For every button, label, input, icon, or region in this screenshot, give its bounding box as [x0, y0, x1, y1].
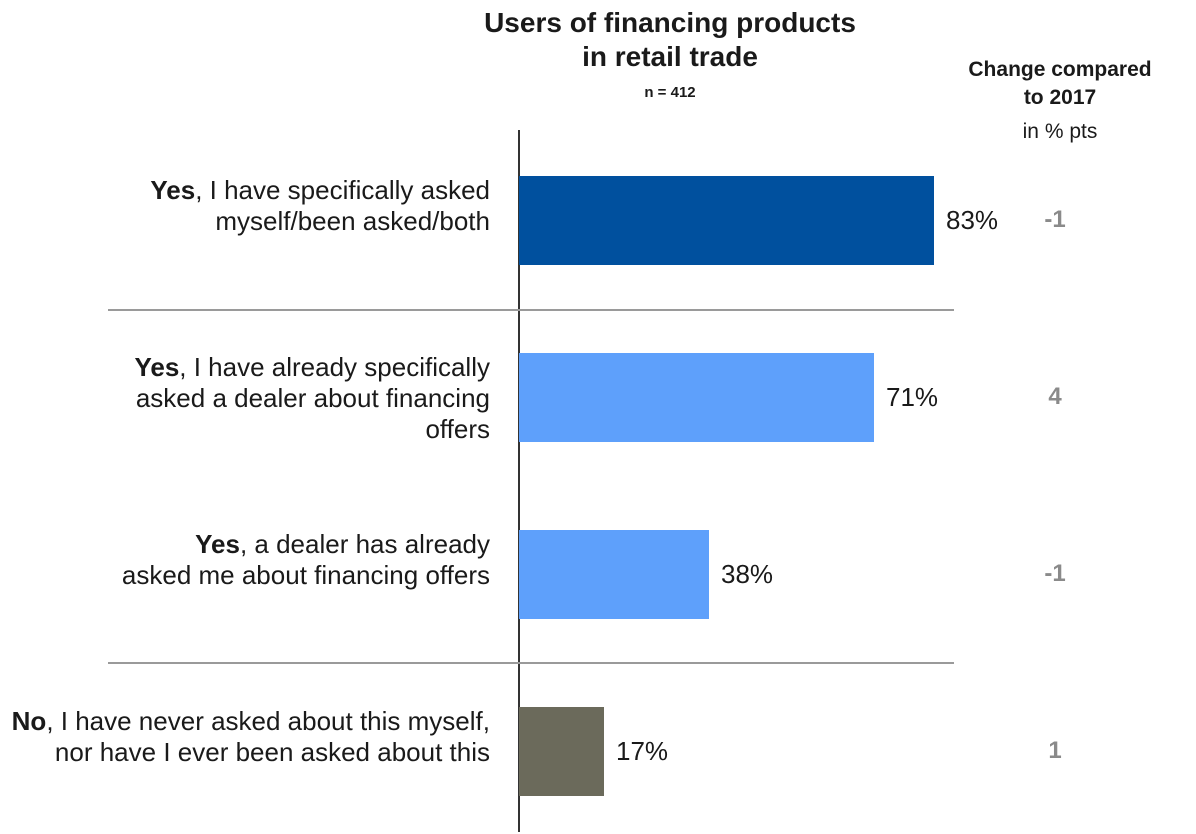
category-label-bold-4: No [11, 705, 47, 736]
bar-3 [519, 530, 709, 619]
group-separator-bottom [108, 662, 954, 664]
category-axis-line [518, 130, 520, 832]
category-label-text-4: , I have never asked about this myself, … [46, 705, 490, 767]
change-header-line2: to 2017 [1023, 86, 1097, 109]
bar-value-label-1: 83% [946, 204, 999, 235]
change-value-2: 4 [1048, 382, 1062, 410]
bar-value-label-2: 71% [886, 381, 939, 412]
chart-title-line2: in retail trade [582, 41, 758, 72]
change-header: Change compared to 2017 [930, 56, 1190, 112]
change-value-3: -1 [1044, 559, 1066, 587]
bar-4 [519, 707, 604, 796]
change-unit: in % pts [1022, 120, 1098, 143]
change-value-4: 1 [1048, 736, 1062, 764]
category-label-text-1: , I have specifically asked myself/been … [195, 174, 490, 236]
category-label-text-3: , a dealer has already asked me about fi… [121, 528, 490, 590]
category-label-3: Yes, a dealer has already asked me about… [0, 529, 490, 591]
category-label-text-2: , I have already specifically asked a de… [135, 351, 490, 444]
change-header-line1: Change compared [968, 58, 1152, 81]
chart-subtitle: n = 412 [644, 84, 696, 101]
bar-2 [519, 353, 874, 442]
category-label-4: No, I have never asked about this myself… [0, 706, 490, 768]
category-label-bold-2: Yes [134, 351, 180, 382]
change-value-1: -1 [1044, 205, 1066, 233]
chart-title-line1: Users of financing products [484, 7, 856, 38]
bar-1 [519, 176, 934, 265]
category-label-bold-3: Yes [195, 528, 240, 559]
bar-value-label-4: 17% [616, 735, 669, 766]
chart-title: Users of financing products in retail tr… [400, 6, 940, 74]
category-label-1: Yes, I have specifically asked myself/be… [0, 175, 490, 237]
group-separator-top [108, 309, 954, 311]
category-label-2: Yes, I have already specifically asked a… [0, 352, 490, 445]
category-label-bold-1: Yes [150, 174, 196, 205]
bar-value-label-3: 38% [721, 558, 774, 589]
